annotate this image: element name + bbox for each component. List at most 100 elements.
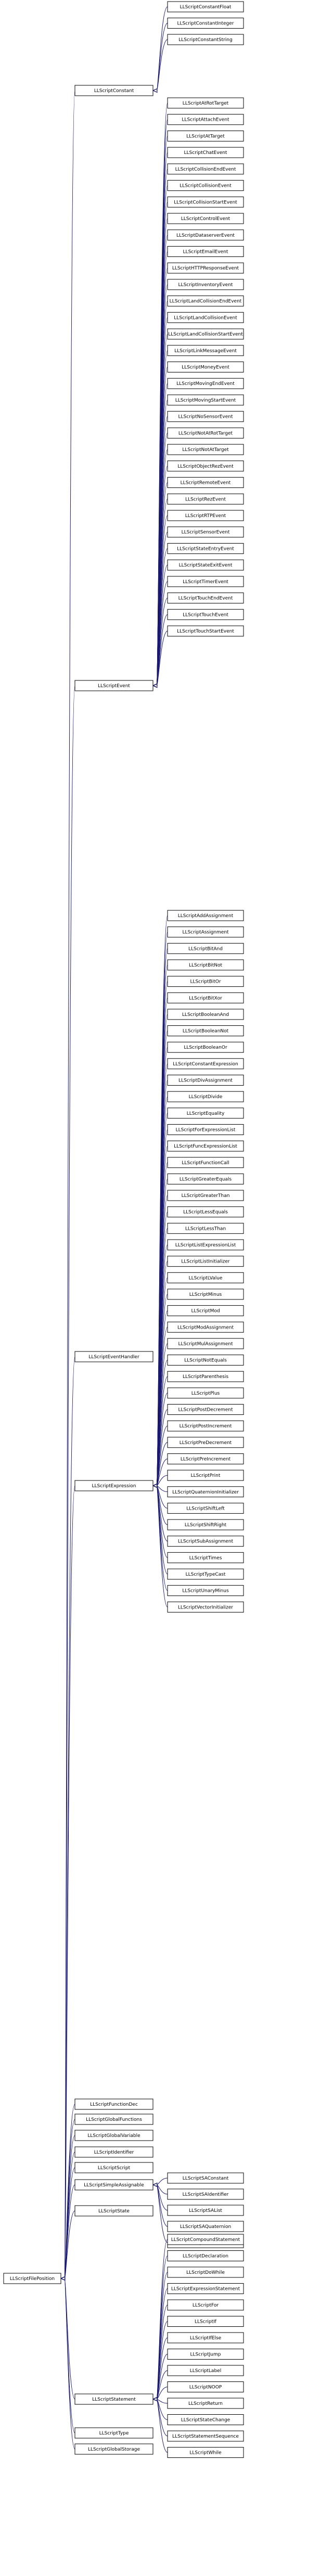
class-node-script[interactable]: LLScriptScript bbox=[74, 2162, 153, 2173]
class-node-moving-start-event[interactable]: LLScriptMovingStartEvent bbox=[167, 394, 244, 406]
class-node-list-expression-list[interactable]: LLScriptListExpressionList bbox=[167, 1239, 244, 1251]
class-node-mod-assignment[interactable]: LLScriptModAssignment bbox=[167, 1321, 244, 1333]
class-node-land-collision-start-event[interactable]: LLScriptLandCollisionStartEvent bbox=[167, 328, 244, 340]
class-node-not-at-target[interactable]: LLScriptNotAtTarget bbox=[167, 444, 244, 455]
class-node-times[interactable]: LLScriptTimes bbox=[167, 1552, 244, 1563]
class-node-remote-event[interactable]: LLScriptRemoteEvent bbox=[167, 477, 244, 488]
class-node-file-position[interactable]: LLScriptFilePosition bbox=[3, 2273, 61, 2284]
class-node-less-than[interactable]: LLScriptLessThan bbox=[167, 1222, 244, 1234]
class-node-do-while[interactable]: LLScriptDoWhile bbox=[167, 2266, 244, 2278]
class-node-greater-than[interactable]: LLScriptGreaterThan bbox=[167, 1190, 244, 1201]
class-node-less-equals[interactable]: LLScriptLessEquals bbox=[167, 1206, 244, 1218]
class-node-boolean-not[interactable]: LLScriptBooleanNot bbox=[167, 1025, 244, 1037]
class-node-l-value[interactable]: LLScriptLValue bbox=[167, 1272, 244, 1283]
class-node-type-cast[interactable]: LLScriptTypeCast bbox=[167, 1568, 244, 1580]
class-node-add-assignment[interactable]: LLScriptAddAssignment bbox=[167, 910, 244, 921]
class-node-dataserver-event[interactable]: LLScriptDataserverEvent bbox=[167, 229, 244, 241]
class-node-moving-end-event[interactable]: LLScriptMovingEndEvent bbox=[167, 378, 244, 389]
class-node-constant-integer[interactable]: LLScriptConstantInteger bbox=[167, 18, 244, 29]
class-node-link-message-event[interactable]: LLScriptLinkMessageEvent bbox=[167, 345, 244, 356]
class-node-state-exit-event[interactable]: LLScriptStateExitEvent bbox=[167, 559, 244, 571]
class-node-sa-constant[interactable]: LLScriptSAConstant bbox=[167, 2172, 244, 2184]
class-node-post-decrement[interactable]: LLScriptPostDecrement bbox=[167, 1404, 244, 1415]
class-node-shift-right[interactable]: LLScriptShiftRight bbox=[167, 1519, 244, 1530]
class-node-while[interactable]: LLScriptWhile bbox=[167, 2447, 244, 2458]
class-node-list-initializer[interactable]: LLScriptListInitializer bbox=[167, 1256, 244, 1267]
class-node-plus[interactable]: LLScriptPlus bbox=[167, 1387, 244, 1399]
class-node-func-expression-list[interactable]: LLScriptFuncExpressionList bbox=[167, 1140, 244, 1152]
class-node-boolean-or[interactable]: LLScriptBooleanOr bbox=[167, 1041, 244, 1053]
class-node-mod[interactable]: LLScriptMod bbox=[167, 1305, 244, 1317]
class-node-state[interactable]: LLScriptState bbox=[74, 2205, 153, 2217]
class-node-land-collision-end-event[interactable]: LLScriptLandCollisionEndEvent bbox=[167, 295, 244, 307]
class-node-constant[interactable]: LLScriptConstant bbox=[74, 85, 153, 96]
class-node-boolean-and[interactable]: LLScriptBooleanAnd bbox=[167, 1009, 244, 1020]
class-node-collision-end-event[interactable]: LLScriptCollisionEndEvent bbox=[167, 163, 244, 175]
class-node-label[interactable]: LLScriptLabel bbox=[167, 2365, 244, 2376]
class-node-object-rez-event[interactable]: LLScriptObjectRezEvent bbox=[167, 460, 244, 472]
class-node-http-response-event[interactable]: LLScriptHTTPResponseEvent bbox=[167, 262, 244, 274]
class-node-statement-sequence[interactable]: LLScriptStatementSequence bbox=[167, 2430, 244, 2442]
class-node-rez-event[interactable]: LLScriptRezEvent bbox=[167, 493, 244, 505]
class-node-inventory-event[interactable]: LLScriptInventoryEvent bbox=[167, 279, 244, 290]
class-node-land-collision-event[interactable]: LLScriptLandCollisionEvent bbox=[167, 312, 244, 323]
class-node-touch-event[interactable]: LLScriptTouchEvent bbox=[167, 609, 244, 620]
class-node-event-handler[interactable]: LLScriptEventHandler bbox=[74, 1351, 153, 1362]
class-node-declaration[interactable]: LLScriptDeclaration bbox=[167, 2250, 244, 2261]
class-node-statement[interactable]: LLScriptStatement bbox=[74, 2393, 153, 2405]
class-node-function-call[interactable]: LLScriptFunctionCall bbox=[167, 1157, 244, 1168]
class-node-bit-xor[interactable]: LLScriptBitXor bbox=[167, 992, 244, 1003]
class-node-collision-event[interactable]: LLScriptCollisionEvent bbox=[167, 180, 244, 191]
class-node-type[interactable]: LLScriptType bbox=[74, 2427, 153, 2439]
class-node-sensor-event[interactable]: LLScriptSensorEvent bbox=[167, 526, 244, 538]
class-node-simple-assignable[interactable]: LLScriptSimpleAssignable bbox=[74, 2179, 153, 2191]
class-node-sa-quaternion[interactable]: LLScriptSAQuaternion bbox=[167, 2221, 244, 2232]
class-node-expression[interactable]: LLScriptExpression bbox=[74, 1480, 153, 1491]
class-node-post-increment[interactable]: LLScriptPostIncrement bbox=[167, 1420, 244, 1432]
class-node-bit-or[interactable]: LLScriptBitOr bbox=[167, 976, 244, 987]
class-node-div-assignment[interactable]: LLScriptDivAssignment bbox=[167, 1075, 244, 1086]
class-node-quaternion-initializer[interactable]: LLScriptQuaternionInitializer bbox=[167, 1486, 244, 1498]
class-node-state-entry-event[interactable]: LLScriptStateEntryEvent bbox=[167, 543, 244, 554]
class-node-collision-start-event[interactable]: LLScriptCollisionStartEvent bbox=[167, 196, 244, 208]
class-node-at-rot-target[interactable]: LLScriptAtRotTarget bbox=[167, 97, 244, 109]
class-node-touch-end-event[interactable]: LLScriptTouchEndEvent bbox=[167, 593, 244, 604]
class-node-shift-left[interactable]: LLScriptShiftLeft bbox=[167, 1502, 244, 1514]
class-node-equality[interactable]: LLScriptEquality bbox=[167, 1107, 244, 1119]
class-node-attach-event[interactable]: LLScriptAttachEvent bbox=[167, 114, 244, 125]
class-node-mul-assignment[interactable]: LLScriptMulAssignment bbox=[167, 1338, 244, 1349]
class-node-parenthesis[interactable]: LLScriptParenthesis bbox=[167, 1371, 244, 1382]
class-node-sa-list[interactable]: LLScriptSAList bbox=[167, 2205, 244, 2216]
class-node-rtp-event[interactable]: LLScriptRTPEvent bbox=[167, 510, 244, 521]
class-node-vector-initializer[interactable]: LLScriptVectorInitializer bbox=[167, 1601, 244, 1613]
class-node-no-sensor-event[interactable]: LLScriptNoSensorEvent bbox=[167, 411, 244, 422]
class-node-if[interactable]: LLScriptIf bbox=[167, 2316, 244, 2327]
class-node-constant-string[interactable]: LLScriptConstantString bbox=[167, 34, 244, 45]
class-node-global-variable[interactable]: LLScriptGlobalVariable bbox=[74, 2130, 153, 2141]
class-node-jump[interactable]: LLScriptJump bbox=[167, 2349, 244, 2360]
class-node-minus[interactable]: LLScriptMinus bbox=[167, 1289, 244, 1300]
class-node-greater-equals[interactable]: LLScriptGreaterEquals bbox=[167, 1173, 244, 1184]
class-node-pre-increment[interactable]: LLScriptPreIncrement bbox=[167, 1453, 244, 1464]
class-node-timer-event[interactable]: LLScriptTimerEvent bbox=[167, 576, 244, 587]
class-node-for[interactable]: LLScriptFor bbox=[167, 2299, 244, 2311]
class-node-constant-expression[interactable]: LLScriptConstantExpression bbox=[167, 1058, 244, 1070]
class-node-chat-event[interactable]: LLScriptChatEvent bbox=[167, 147, 244, 158]
class-node-function-dec[interactable]: LLScriptFunctionDec bbox=[74, 2098, 153, 2110]
class-node-expression-statement[interactable]: LLScriptExpressionStatement bbox=[167, 2283, 244, 2294]
class-node-assignment[interactable]: LLScriptAssignment bbox=[167, 926, 244, 938]
class-node-pre-decrement[interactable]: LLScriptPreDecrement bbox=[167, 1437, 244, 1448]
class-node-global-functions[interactable]: LLScriptGlobalFunctions bbox=[74, 2114, 153, 2125]
class-node-return[interactable]: LLScriptReturn bbox=[167, 2398, 244, 2409]
class-node-control-event[interactable]: LLScriptControlEvent bbox=[167, 213, 244, 224]
class-node-sub-assignment[interactable]: LLScriptSubAssignment bbox=[167, 1536, 244, 1547]
class-node-email-event[interactable]: LLScriptEmailEvent bbox=[167, 246, 244, 257]
class-node-bit-not[interactable]: LLScriptBitNot bbox=[167, 959, 244, 971]
class-node-touch-start-event[interactable]: LLScriptTouchStartEvent bbox=[167, 625, 244, 637]
class-node-print[interactable]: LLScriptPrint bbox=[167, 1470, 244, 1481]
class-node-sa-identifier[interactable]: LLScriptSAIdentifier bbox=[167, 2188, 244, 2200]
class-node-not-equals[interactable]: LLScriptNotEquals bbox=[167, 1355, 244, 1366]
class-node-compound-statement[interactable]: LLScriptCompoundStatement bbox=[167, 2234, 244, 2245]
class-node-money-event[interactable]: LLScriptMoneyEvent bbox=[167, 362, 244, 373]
class-node-bit-and[interactable]: LLScriptBitAnd bbox=[167, 943, 244, 954]
